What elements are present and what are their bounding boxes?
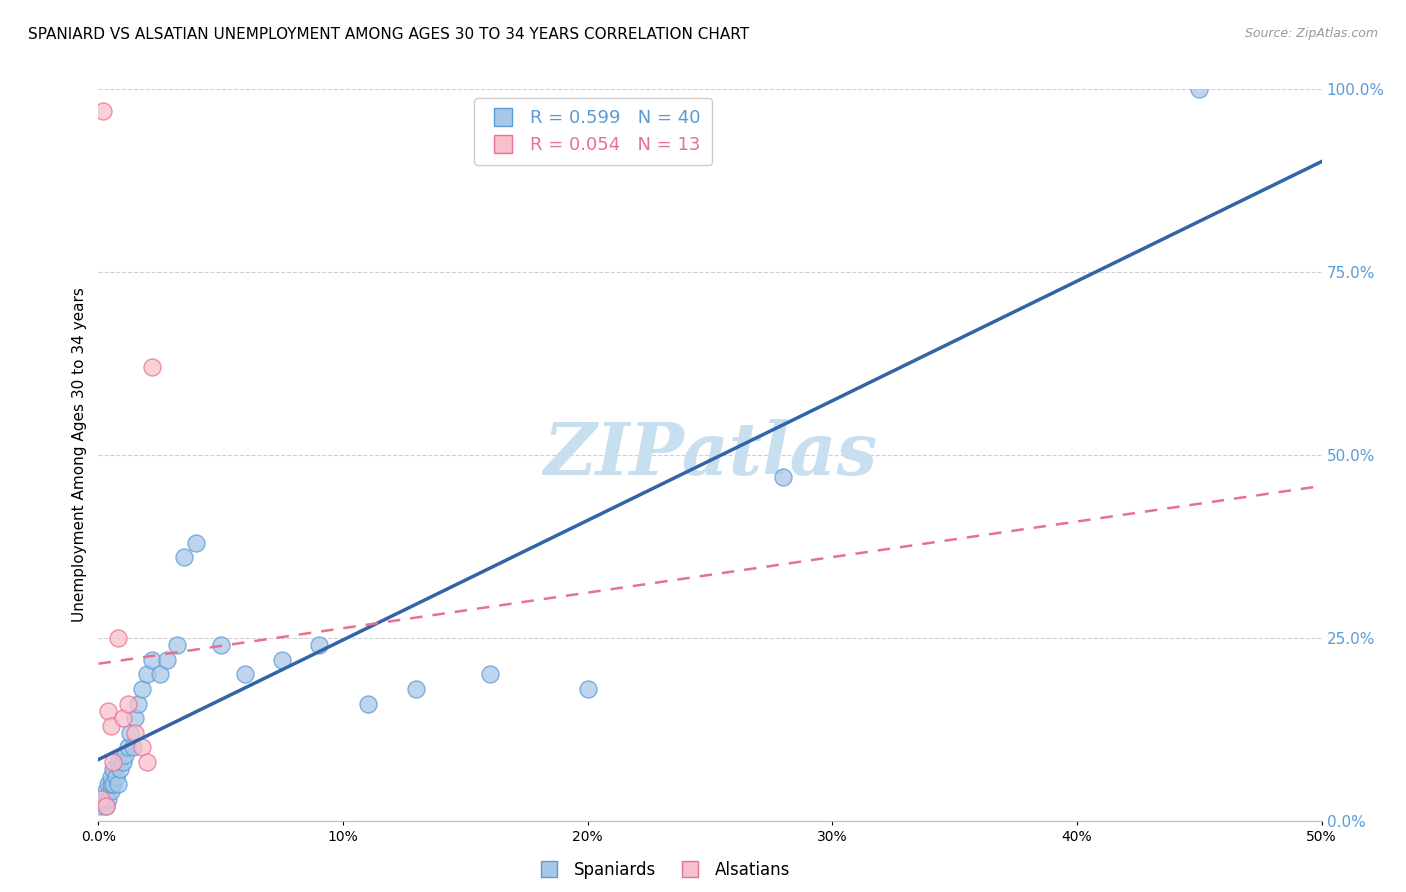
Y-axis label: Unemployment Among Ages 30 to 34 years: Unemployment Among Ages 30 to 34 years — [72, 287, 87, 623]
Spaniards — [97, 777, 120, 791]
Spaniards — [111, 755, 134, 769]
Spaniards — [107, 777, 129, 791]
Spaniards — [136, 667, 159, 681]
Spaniards — [149, 667, 172, 681]
Spaniards — [124, 711, 146, 725]
Alsatians — [136, 755, 159, 769]
Alsatians — [100, 718, 122, 732]
Spaniards — [100, 784, 122, 798]
Spaniards — [91, 791, 114, 805]
Legend: Spaniards, Alsatians: Spaniards, Alsatians — [526, 855, 797, 886]
Spaniards — [94, 784, 117, 798]
Spaniards — [121, 740, 143, 755]
Alsatians — [107, 631, 129, 645]
Spaniards — [141, 653, 163, 667]
Spaniards — [97, 791, 120, 805]
Spaniards — [186, 535, 208, 549]
Spaniards — [101, 763, 124, 777]
Spaniards — [114, 747, 136, 762]
Spaniards — [117, 740, 139, 755]
Spaniards — [405, 681, 427, 696]
Spaniards — [90, 799, 112, 814]
Alsatians — [90, 791, 112, 805]
Text: SPANIARD VS ALSATIAN UNEMPLOYMENT AMONG AGES 30 TO 34 YEARS CORRELATION CHART: SPANIARD VS ALSATIAN UNEMPLOYMENT AMONG … — [28, 27, 749, 42]
Alsatians — [94, 799, 117, 814]
Spaniards — [100, 770, 122, 784]
Alsatians — [101, 755, 124, 769]
Spaniards — [120, 726, 142, 740]
Spaniards — [356, 697, 378, 711]
Spaniards — [576, 681, 599, 696]
Spaniards — [173, 550, 195, 565]
Spaniards — [233, 667, 256, 681]
Alsatians — [91, 104, 114, 119]
Spaniards — [110, 763, 132, 777]
Spaniards — [308, 638, 330, 652]
Spaniards — [478, 667, 501, 681]
Spaniards — [101, 777, 124, 791]
Spaniards — [104, 770, 127, 784]
Spaniards — [772, 470, 794, 484]
Alsatians — [141, 360, 163, 375]
Spaniards — [127, 697, 149, 711]
Spaniards — [270, 653, 294, 667]
Spaniards — [107, 755, 129, 769]
Alsatians — [111, 711, 134, 725]
Text: Source: ZipAtlas.com: Source: ZipAtlas.com — [1244, 27, 1378, 40]
Alsatians — [131, 740, 153, 755]
Spaniards — [131, 681, 153, 696]
Spaniards — [209, 638, 232, 652]
Spaniards — [1188, 82, 1211, 96]
Spaniards — [156, 653, 179, 667]
Alsatians — [97, 704, 120, 718]
Alsatians — [117, 697, 139, 711]
Alsatians — [124, 726, 146, 740]
Spaniards — [100, 777, 122, 791]
Text: ZIPatlas: ZIPatlas — [543, 419, 877, 491]
Spaniards — [94, 799, 117, 814]
Spaniards — [166, 638, 188, 652]
